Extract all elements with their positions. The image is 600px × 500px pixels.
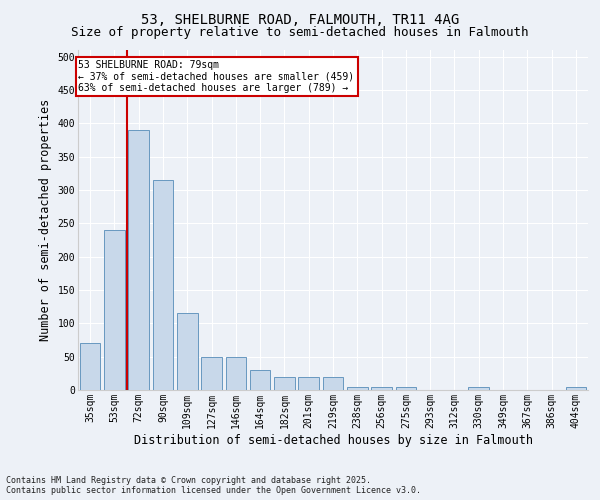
Bar bbox=[323, 376, 343, 390]
Bar bbox=[395, 386, 416, 390]
Bar bbox=[152, 180, 173, 390]
Text: 53 SHELBURNE ROAD: 79sqm
← 37% of semi-detached houses are smaller (459)
63% of : 53 SHELBURNE ROAD: 79sqm ← 37% of semi-d… bbox=[79, 60, 355, 93]
Bar bbox=[371, 386, 392, 390]
Y-axis label: Number of semi-detached properties: Number of semi-detached properties bbox=[39, 99, 52, 341]
X-axis label: Distribution of semi-detached houses by size in Falmouth: Distribution of semi-detached houses by … bbox=[133, 434, 533, 446]
Bar bbox=[226, 356, 246, 390]
Text: Size of property relative to semi-detached houses in Falmouth: Size of property relative to semi-detach… bbox=[71, 26, 529, 39]
Bar bbox=[566, 386, 586, 390]
Bar bbox=[128, 130, 149, 390]
Bar bbox=[201, 356, 222, 390]
Bar bbox=[274, 376, 295, 390]
Bar bbox=[347, 386, 368, 390]
Bar bbox=[177, 314, 197, 390]
Text: Contains HM Land Registry data © Crown copyright and database right 2025.
Contai: Contains HM Land Registry data © Crown c… bbox=[6, 476, 421, 495]
Bar bbox=[298, 376, 319, 390]
Bar bbox=[80, 344, 100, 390]
Bar bbox=[104, 230, 125, 390]
Bar bbox=[250, 370, 271, 390]
Text: 53, SHELBURNE ROAD, FALMOUTH, TR11 4AG: 53, SHELBURNE ROAD, FALMOUTH, TR11 4AG bbox=[141, 12, 459, 26]
Bar bbox=[469, 386, 489, 390]
